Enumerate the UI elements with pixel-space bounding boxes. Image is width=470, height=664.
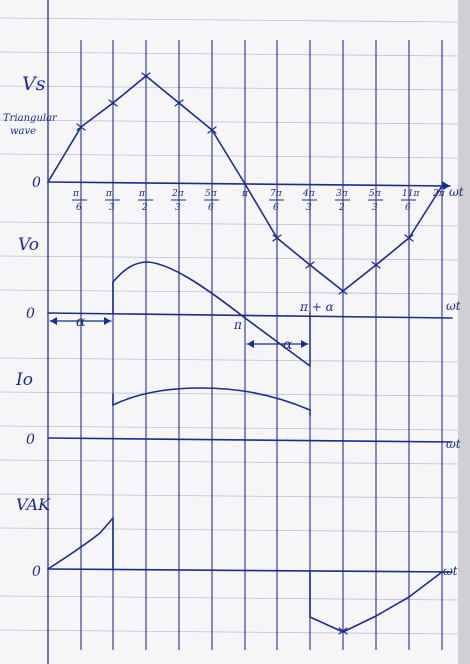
tick-denominator: 6 [208, 203, 214, 213]
tick-denominator: 6 [76, 203, 82, 213]
vak-origin-label: 0 [32, 564, 41, 580]
tick-label-4: 2π3 [171, 189, 186, 213]
vak-axis-label: ωt [443, 564, 458, 578]
triangular-label: Triangular [3, 113, 58, 124]
tick-numerator: π [241, 189, 249, 199]
tick-numerator: π [72, 189, 80, 199]
tick-denominator: 3 [109, 203, 115, 213]
tick-denominator: 3 [175, 203, 181, 213]
io-waveform [112, 387, 311, 411]
tick-numerator: π [105, 189, 113, 199]
vs-axis [47, 181, 451, 187]
vo-axis [47, 312, 453, 319]
vs-sample-marks [76, 72, 414, 295]
tick-label-7: 7π6 [269, 189, 284, 213]
pi-label: π [233, 318, 243, 332]
io-axis-label: ωt [446, 437, 461, 451]
tick-numerator: 4π [302, 189, 316, 199]
tick-label-12: 2π [432, 189, 446, 199]
page-edge [458, 0, 470, 664]
vs-axis-label: ωt [449, 185, 464, 199]
io-plot: ωt Io 0 [15, 370, 461, 451]
tick-numerator: 3π [336, 189, 349, 199]
tick-label-1: π6 [72, 189, 87, 213]
vs-label: Vs [22, 73, 46, 95]
io-origin-label: 0 [26, 432, 35, 448]
tick-numerator: 7π [270, 189, 283, 199]
wave-label: wave [10, 126, 36, 137]
vak-plot: ωt VAK 0 [16, 495, 458, 635]
tick-denominator: 3 [306, 203, 312, 213]
tick-label-8: 4π3 [302, 189, 317, 213]
vo-label: Vo [18, 235, 39, 255]
vo-origin-label: 0 [26, 306, 35, 322]
pi-plus-alpha-label: π + α [299, 300, 334, 314]
tick-denominator: 2 [338, 203, 345, 213]
vo-plot: ωt Vo 0 α α π π + α [18, 235, 461, 367]
tick-denominator: 6 [273, 203, 279, 213]
alpha-label-1: α [76, 314, 86, 330]
alpha-arrow-right-head [104, 317, 111, 325]
tick-denominator: 2 [141, 203, 148, 213]
alpha-label-2: α [283, 337, 293, 353]
alpha-2-arrow-right-head [301, 340, 308, 348]
tick-numerator: 5π [205, 189, 218, 199]
alpha-2-arrow-left-head [247, 340, 254, 348]
alpha-arrow-left-head [50, 317, 57, 325]
vs-axis-arrow [442, 181, 450, 190]
tick-denominator: 3 [372, 203, 378, 213]
vak-sample-mark [338, 627, 348, 635]
tick-denominator: 6 [405, 203, 411, 213]
vak-waveform-negative [309, 571, 443, 633]
tick-label-5: 5π6 [204, 189, 219, 213]
tick-label-9: 3π2 [335, 189, 350, 213]
vak-label: VAK [16, 495, 51, 514]
vak-axis [47, 568, 453, 573]
tick-label-10: 5π3 [368, 189, 383, 213]
vo-axis-label: ωt [446, 299, 461, 313]
tick-numerator: π [138, 189, 146, 199]
paper-background [0, 0, 460, 664]
tick-numerator: 11π [402, 189, 420, 199]
vs-origin-label: 0 [32, 175, 41, 191]
tick-label-3: π2 [138, 189, 153, 213]
vak-waveform-forward [47, 517, 114, 570]
vo-waveform [112, 261, 311, 367]
io-axis [47, 437, 453, 443]
tick-numerator: 2π [432, 189, 446, 199]
tick-numerator: 2π [171, 189, 185, 199]
tick-label-2: π3 [105, 189, 120, 213]
tick-label-6: π [241, 189, 249, 199]
tick-numerator: 5π [369, 189, 382, 199]
io-label: Io [15, 370, 33, 390]
ruled-lines [0, 17, 459, 635]
